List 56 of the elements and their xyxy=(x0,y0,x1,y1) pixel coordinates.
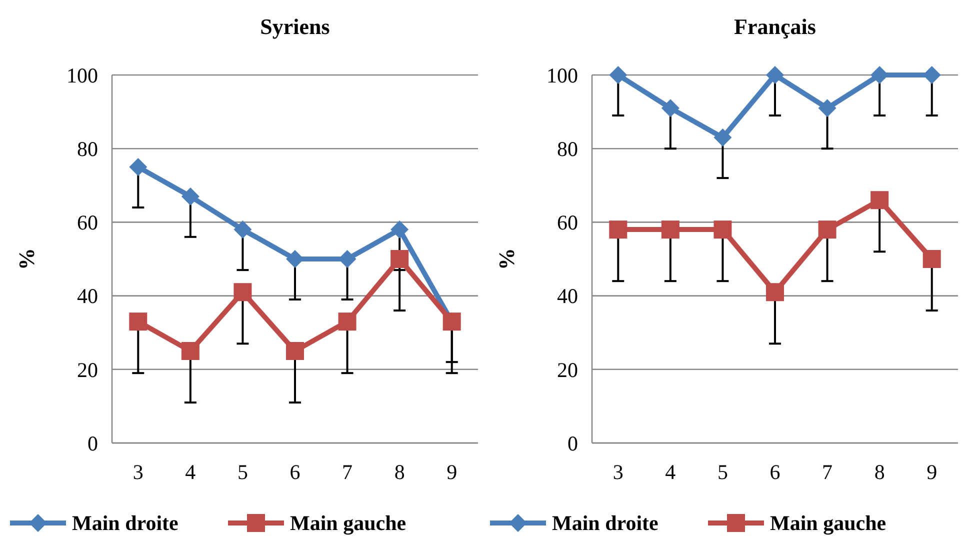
chart-title: Syriens xyxy=(260,14,330,39)
point xyxy=(766,66,784,84)
x-tick-label: 9 xyxy=(446,460,458,484)
y-tick-label: 40 xyxy=(77,284,98,308)
point xyxy=(234,220,252,239)
point xyxy=(181,187,200,206)
x-tick-label: 6 xyxy=(290,460,300,484)
x-tick-label: 3 xyxy=(132,460,144,484)
y-tick-label: 80 xyxy=(77,136,98,161)
x-tick-label: 8 xyxy=(394,460,405,484)
y-tick-label: 0 xyxy=(88,431,98,456)
point xyxy=(390,220,409,239)
point xyxy=(181,342,200,360)
point xyxy=(286,342,304,360)
x-tick-label: 8 xyxy=(874,460,885,484)
x-tick-label: 4 xyxy=(185,460,196,484)
x-tick-label: 5 xyxy=(237,460,248,484)
legend-label: Main gauche xyxy=(290,511,406,535)
x-tick-label: 9 xyxy=(926,460,938,484)
x-tick-label: 6 xyxy=(770,460,780,484)
point xyxy=(609,220,628,239)
point xyxy=(818,220,836,239)
x-tick-label: 7 xyxy=(822,460,833,484)
point xyxy=(234,283,252,302)
point xyxy=(129,158,148,176)
point xyxy=(714,220,732,239)
x-tick-label: 5 xyxy=(717,460,728,484)
x-tick-label: 4 xyxy=(665,460,676,484)
x-tick-label: 7 xyxy=(342,460,353,484)
chart-title: Français xyxy=(734,14,816,39)
y-tick-label: 20 xyxy=(77,358,98,382)
legend-label: Main droite xyxy=(552,511,658,535)
y-tick-label: 20 xyxy=(557,358,578,382)
point xyxy=(661,220,680,239)
y-axis-title: % xyxy=(494,248,519,270)
legend-label: Main gauche xyxy=(770,511,886,535)
y-tick-label: 100 xyxy=(66,63,98,88)
y-tick-label: 0 xyxy=(568,431,578,456)
y-tick-label: 80 xyxy=(557,136,578,161)
y-tick-label: 60 xyxy=(557,210,578,235)
y-axis-title: % xyxy=(14,248,39,270)
point xyxy=(922,250,941,268)
legend-label: Main droite xyxy=(72,511,178,535)
point xyxy=(129,312,148,331)
point xyxy=(338,312,356,331)
point xyxy=(390,250,409,268)
point xyxy=(609,66,628,84)
y-tick-label: 60 xyxy=(77,210,98,235)
y-tick-label: 40 xyxy=(557,284,578,308)
x-tick-label: 3 xyxy=(612,460,624,484)
point xyxy=(818,99,836,118)
point xyxy=(766,283,784,302)
point xyxy=(870,191,889,210)
point xyxy=(661,99,680,118)
point xyxy=(714,128,732,147)
y-tick-label: 100 xyxy=(546,63,578,88)
